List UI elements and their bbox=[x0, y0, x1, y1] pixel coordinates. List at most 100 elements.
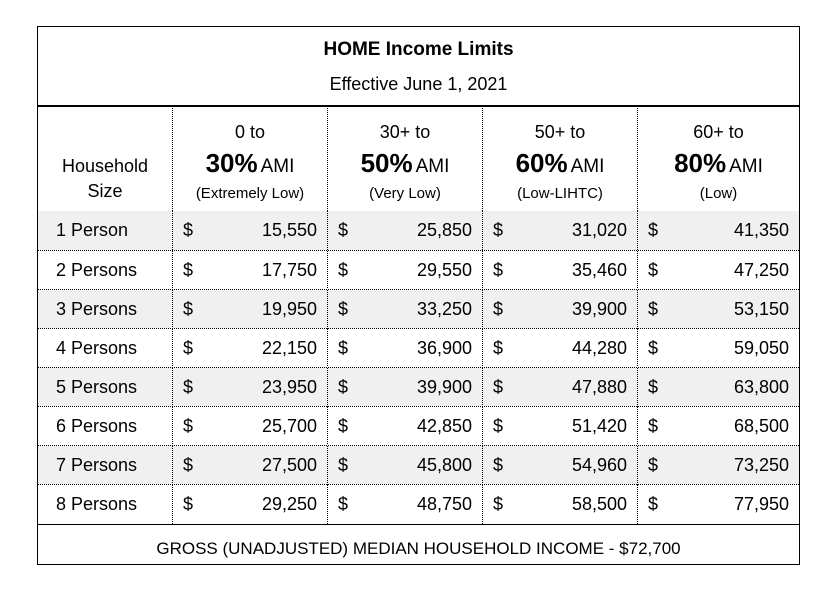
income-limit-cell: $31,020 bbox=[482, 211, 637, 250]
income-amount: 51,420 bbox=[571, 416, 627, 436]
header-range: 0 to bbox=[234, 122, 266, 142]
income-amount: 35,460 bbox=[571, 260, 627, 280]
currency-symbol: $ bbox=[648, 220, 659, 240]
income-amount: 15,550 bbox=[261, 220, 317, 240]
currency-symbol: $ bbox=[338, 455, 349, 475]
currency-symbol: $ bbox=[493, 338, 504, 358]
income-amount: 58,500 bbox=[571, 494, 627, 514]
currency-symbol: $ bbox=[648, 299, 659, 319]
income-amount: 54,960 bbox=[571, 455, 627, 475]
currency-symbol: $ bbox=[338, 416, 349, 436]
currency-symbol: $ bbox=[493, 299, 504, 319]
table-row: 3 Persons $19,950 $33,250 $39,900 $53,150 bbox=[38, 289, 799, 329]
income-limit-cell: $39,900 bbox=[327, 368, 482, 407]
header-description: (Extremely Low) bbox=[195, 185, 305, 202]
income-amount: 22,150 bbox=[261, 338, 317, 358]
header-ami: AMI bbox=[570, 156, 605, 177]
currency-symbol: $ bbox=[493, 455, 504, 475]
header-percent: 60% bbox=[515, 148, 568, 178]
income-limit-cell: $29,550 bbox=[327, 251, 482, 290]
effective-date: Effective June 1, 2021 bbox=[329, 74, 508, 94]
header-description: (Low-LIHTC) bbox=[517, 185, 603, 202]
income-limit-cell: $58,500 bbox=[482, 485, 637, 524]
household-size-cell: 3 Persons bbox=[56, 299, 138, 319]
income-limit-cell: $59,050 bbox=[637, 329, 799, 368]
currency-symbol: $ bbox=[338, 338, 349, 358]
income-amount: 29,250 bbox=[261, 494, 317, 514]
currency-symbol: $ bbox=[648, 260, 659, 280]
income-limits-table: HOME Income Limits Effective June 1, 202… bbox=[37, 26, 800, 565]
table-row: 5 Persons $23,950 $39,900 $47,880 $63,800 bbox=[38, 367, 799, 407]
income-limit-cell: $25,850 bbox=[327, 211, 482, 250]
currency-symbol: $ bbox=[183, 299, 194, 319]
income-amount: 41,350 bbox=[733, 220, 789, 240]
currency-symbol: $ bbox=[338, 299, 349, 319]
header-60-ami: 50+ to 60% AMI (Low-LIHTC) bbox=[482, 105, 637, 211]
household-size-cell: 8 Persons bbox=[56, 494, 138, 514]
income-limit-cell: $47,880 bbox=[482, 368, 637, 407]
header-80-ami: 60+ to 80% AMI (Low) bbox=[637, 105, 799, 211]
currency-symbol: $ bbox=[493, 416, 504, 436]
column-header-row: Household Size 0 to 30% AMI (Extremely Lo… bbox=[38, 105, 799, 213]
currency-symbol: $ bbox=[183, 220, 194, 240]
income-limit-cell: $51,420 bbox=[482, 407, 637, 446]
currency-symbol: $ bbox=[648, 377, 659, 397]
currency-symbol: $ bbox=[338, 260, 349, 280]
currency-symbol: $ bbox=[493, 260, 504, 280]
header-description: (Low) bbox=[699, 185, 738, 202]
household-size-header: Household Size bbox=[38, 105, 172, 211]
table-row: 2 Persons $17,750 $29,550 $35,460 $47,250 bbox=[38, 250, 799, 290]
title-block: HOME Income Limits Effective June 1, 202… bbox=[38, 27, 799, 107]
currency-symbol: $ bbox=[493, 494, 504, 514]
income-amount: 47,880 bbox=[571, 377, 627, 397]
household-size-cell: 5 Persons bbox=[56, 377, 138, 397]
header-30-ami: 0 to 30% AMI (Extremely Low) bbox=[172, 105, 327, 211]
household-size-header-line1: Household bbox=[61, 156, 149, 176]
income-amount: 27,500 bbox=[261, 455, 317, 475]
income-limit-cell: $39,900 bbox=[482, 290, 637, 329]
income-amount: 29,550 bbox=[416, 260, 472, 280]
header-ami: AMI bbox=[260, 156, 295, 177]
income-amount: 25,700 bbox=[261, 416, 317, 436]
currency-symbol: $ bbox=[338, 220, 349, 240]
income-limit-cell: $47,250 bbox=[637, 251, 799, 290]
table-row: 1 Person $15,550 $25,850 $31,020 $41,350 bbox=[38, 211, 799, 250]
header-50-ami: 30+ to 50% AMI (Very Low) bbox=[327, 105, 482, 211]
income-amount: 42,850 bbox=[416, 416, 472, 436]
income-limit-cell: $19,950 bbox=[172, 290, 327, 329]
income-limit-cell: $53,150 bbox=[637, 290, 799, 329]
income-amount: 36,900 bbox=[416, 338, 472, 358]
income-limit-cell: $23,950 bbox=[172, 368, 327, 407]
income-amount: 39,900 bbox=[416, 377, 472, 397]
income-limit-cell: $77,950 bbox=[637, 485, 799, 524]
header-ami: AMI bbox=[415, 156, 450, 177]
header-range: 60+ to bbox=[693, 122, 744, 142]
currency-symbol: $ bbox=[183, 416, 194, 436]
income-limit-cell: $68,500 bbox=[637, 407, 799, 446]
currency-symbol: $ bbox=[183, 455, 194, 475]
table-row: 6 Persons $25,700 $42,850 $51,420 $68,500 bbox=[38, 406, 799, 446]
income-amount: 25,850 bbox=[416, 220, 472, 240]
income-amount: 47,250 bbox=[733, 260, 789, 280]
household-size-header-line2: Size bbox=[87, 181, 123, 201]
income-amount: 19,950 bbox=[261, 299, 317, 319]
income-amount: 63,800 bbox=[733, 377, 789, 397]
income-limit-cell: $27,500 bbox=[172, 446, 327, 485]
currency-symbol: $ bbox=[493, 220, 504, 240]
household-size-cell: 2 Persons bbox=[56, 260, 138, 280]
currency-symbol: $ bbox=[183, 494, 194, 514]
header-percent: 30% bbox=[205, 148, 258, 178]
income-amount: 39,900 bbox=[571, 299, 627, 319]
income-amount: 17,750 bbox=[261, 260, 317, 280]
currency-symbol: $ bbox=[183, 338, 194, 358]
currency-symbol: $ bbox=[648, 338, 659, 358]
household-size-cell: 1 Person bbox=[56, 220, 129, 240]
income-limit-cell: $44,280 bbox=[482, 329, 637, 368]
income-amount: 33,250 bbox=[416, 299, 472, 319]
income-limit-cell: $54,960 bbox=[482, 446, 637, 485]
income-limit-cell: $17,750 bbox=[172, 251, 327, 290]
currency-symbol: $ bbox=[648, 494, 659, 514]
currency-symbol: $ bbox=[648, 416, 659, 436]
header-percent: 80% bbox=[674, 148, 727, 178]
header-range: 30+ to bbox=[379, 122, 431, 142]
